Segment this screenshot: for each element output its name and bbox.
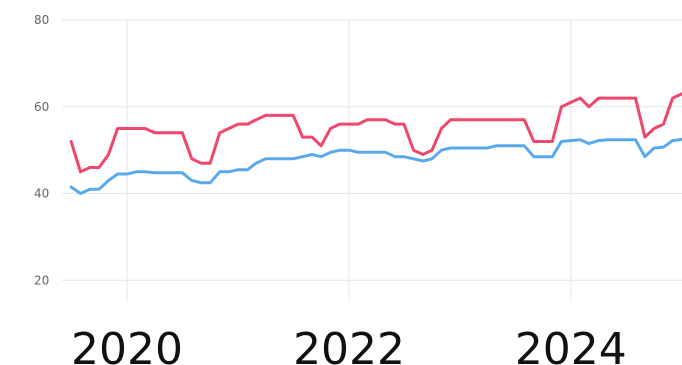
y-tick-label: 20: [34, 273, 49, 287]
series-lines: [69, 92, 682, 195]
x-tick-label: 2024: [515, 324, 627, 365]
series-line-red: [69, 92, 682, 174]
y-tick-label: 60: [34, 100, 49, 114]
x-tick-label: 2022: [293, 324, 405, 365]
series-line-blue: [69, 137, 682, 195]
grid: [62, 19, 682, 302]
y-tick-label: 40: [34, 187, 49, 201]
x-axis-tick-labels: 2020 2022 2024: [71, 324, 627, 365]
y-tick-label: 80: [34, 13, 49, 27]
y-axis-tick-labels: 20 40 60 80: [34, 13, 49, 287]
x-tick-label: 2020: [71, 324, 183, 365]
